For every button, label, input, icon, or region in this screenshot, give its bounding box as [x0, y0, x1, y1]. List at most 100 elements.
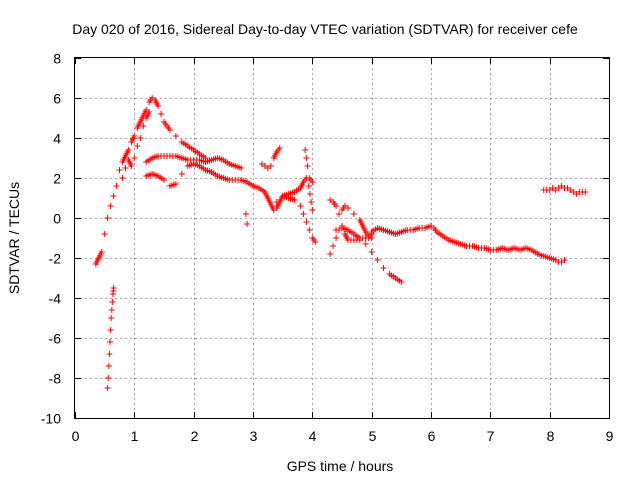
data-point: [108, 307, 115, 313]
grid: [75, 58, 609, 418]
x-tick-label: 2: [191, 428, 199, 444]
series-track-2: [119, 109, 153, 181]
data-point: [128, 163, 135, 169]
plot-frame: [74, 57, 610, 419]
y-tick-label: -8: [49, 371, 62, 387]
data-point: [107, 203, 114, 209]
data-point: [344, 205, 351, 211]
axis-ticks: [75, 58, 610, 419]
x-tick-label: 3: [250, 428, 258, 444]
data-point: [105, 375, 112, 381]
y-tick-label: -6: [49, 331, 62, 347]
x-tick-label: 4: [309, 428, 317, 444]
data-points: [92, 95, 589, 391]
data-point: [178, 171, 185, 177]
data-point: [113, 183, 120, 189]
data-point: [327, 251, 334, 257]
data-point: [134, 143, 141, 149]
data-point: [238, 165, 245, 171]
data-point: [161, 177, 167, 183]
series-track-12: [362, 223, 568, 265]
y-tick-label: -10: [41, 411, 61, 427]
data-point: [106, 351, 113, 357]
data-point: [300, 211, 307, 217]
y-axis-label: SDTVAR / TECUs: [6, 182, 22, 294]
x-tick-label: 5: [369, 428, 377, 444]
data-point: [374, 257, 381, 263]
series-track-7: [273, 175, 316, 205]
data-point: [105, 363, 112, 369]
data-point: [368, 249, 375, 255]
data-point: [306, 227, 313, 233]
data-point: [380, 265, 387, 271]
data-point: [104, 385, 111, 391]
data-point: [291, 197, 298, 203]
data-point: [333, 227, 340, 233]
data-point: [146, 109, 153, 115]
data-point: [131, 155, 138, 161]
data-point: [368, 235, 375, 241]
x-tick-label: 1: [131, 428, 139, 444]
data-point: [276, 145, 283, 151]
x-tick-label: 8: [547, 428, 555, 444]
data-point: [362, 235, 369, 241]
data-point: [242, 211, 249, 217]
data-point: [172, 181, 179, 187]
data-point: [273, 199, 280, 205]
x-tick-label: 7: [487, 428, 495, 444]
data-point: [303, 219, 310, 225]
data-point: [108, 315, 115, 321]
data-point: [122, 165, 129, 171]
data-point: [305, 183, 312, 189]
data-point: [309, 207, 316, 213]
data-point: [330, 243, 337, 249]
data-point: [336, 211, 343, 217]
data-point: [398, 279, 405, 285]
x-tick-label: 9: [606, 428, 614, 444]
data-point: [350, 211, 357, 217]
tick-labels: 0 1 2 3 4 5 6 7 8 9 -10 -8 -6 -4 -2 0 2 4 6 8: [41, 51, 614, 445]
series-track-8: [242, 147, 316, 227]
series-track-10: [327, 225, 405, 285]
data-point: [109, 299, 116, 305]
data-point: [333, 203, 340, 209]
data-point: [308, 199, 315, 205]
y-tick-label: 6: [53, 91, 61, 107]
series-track-11: [333, 203, 375, 241]
y-tick-label: -4: [49, 291, 62, 307]
y-tick-label: 4: [53, 131, 61, 147]
series-track-6: [258, 145, 283, 171]
data-point: [309, 179, 316, 185]
series-track-1: [92, 95, 209, 267]
data-point: [107, 339, 114, 345]
data-point: [304, 163, 311, 169]
data-point: [158, 111, 165, 117]
y-tick-label: -2: [49, 251, 62, 267]
series-track-13: [540, 183, 589, 197]
data-point: [333, 235, 340, 241]
data-point: [356, 235, 363, 241]
data-point: [137, 135, 144, 141]
data-point: [98, 249, 105, 255]
x-tick-label: 0: [72, 428, 80, 444]
data-point: [131, 133, 138, 139]
data-point: [302, 147, 309, 153]
series-track-5: [143, 161, 319, 245]
data-point: [125, 147, 132, 153]
series-track-3: [104, 285, 117, 391]
data-point: [155, 103, 162, 109]
chart-title: Day 020 of 2016, Sidereal Day-to-day VTE…: [72, 21, 578, 37]
data-point: [267, 163, 274, 169]
data-point: [362, 241, 369, 247]
data-point: [297, 203, 304, 209]
x-tick-label: 6: [428, 428, 436, 444]
data-point: [104, 215, 111, 221]
data-point: [312, 239, 319, 245]
data-point: [107, 327, 114, 333]
data-point: [140, 123, 147, 129]
data-point: [110, 193, 117, 199]
y-tick-label: 0: [53, 211, 61, 227]
data-point: [582, 189, 589, 195]
series-track-4: [143, 153, 245, 171]
